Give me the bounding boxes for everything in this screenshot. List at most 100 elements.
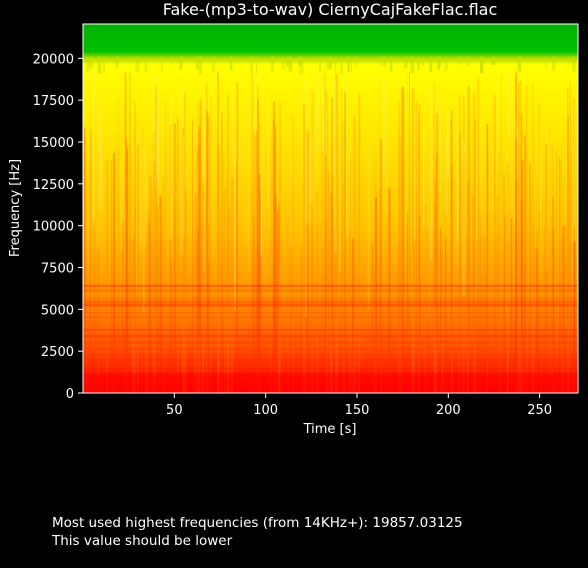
spectrogram-streak (552, 229, 555, 393)
spectrogram-streak (260, 136, 263, 256)
spectrogram-streak (278, 102, 282, 393)
spectrogram-streak (120, 154, 123, 251)
spectrogram-streak (83, 316, 578, 318)
spectrogram-streak (474, 120, 477, 393)
spectrogram-streak (83, 303, 578, 306)
spectrogram-streak (83, 342, 578, 345)
spectrogram-streak (450, 165, 453, 393)
spectrogram-streak (149, 176, 152, 393)
spectrogram-streak (101, 153, 103, 277)
spectrogram-streak (253, 116, 255, 217)
spectrogram-streak (523, 135, 526, 393)
spectrogram-streak (162, 95, 163, 183)
spectrogram-streak (207, 116, 210, 393)
spectrogram-streak (511, 100, 513, 162)
result-line-frequency: Most used highest frequencies (from 14KH… (52, 515, 463, 531)
spectrogram-streak (230, 177, 234, 393)
spectrogram-streak (136, 127, 137, 289)
spectrogram-streak (207, 162, 209, 393)
spectrogram-streak (287, 217, 289, 393)
spectrogram-streak (538, 104, 540, 393)
spectrogram-streak (99, 120, 102, 187)
spectrogram-streak (98, 147, 100, 208)
spectrogram-streak (484, 130, 486, 205)
spectrogram-streak (211, 56, 216, 73)
spectrogram-streak (186, 103, 188, 200)
spectrogram-streak (519, 80, 522, 393)
spectrogram-streak (83, 367, 578, 369)
spectrogram-streak (129, 72, 131, 393)
spectrogram-streak (508, 73, 511, 137)
spectrogram-streak (83, 285, 578, 287)
spectrogram-streak (397, 244, 399, 393)
result-line-advice: This value should be lower (52, 533, 233, 549)
spectrogram-streak (228, 91, 229, 393)
spectrogram-streak (414, 112, 416, 240)
spectrogram-streak (411, 88, 415, 393)
spectrogram-streak (436, 113, 439, 393)
spectrogram-streak (461, 162, 464, 393)
spectrogram-streak (466, 82, 468, 237)
spectrogram-streak (102, 140, 104, 206)
spectrogram-streak (223, 189, 227, 393)
spectrogram-streak (495, 81, 497, 235)
spectrogram-streak (493, 94, 496, 393)
spectrogram-streak (236, 82, 239, 393)
spectrogram-streak (457, 100, 460, 243)
x-tick-label: 200 (436, 403, 461, 418)
spectrogram-streak (219, 111, 221, 209)
spectrogram-streak (281, 56, 285, 69)
spectrogram-streak (348, 230, 351, 393)
spectrogram-streak (169, 123, 172, 393)
spectrogram-streak (383, 75, 385, 178)
spectrogram-streak (324, 71, 326, 393)
spectrogram-streak (548, 123, 550, 393)
spectrogram-streak (507, 75, 509, 242)
spectrogram-streak (194, 195, 197, 393)
spectrogram-streak (121, 221, 124, 393)
spectrogram-streak (450, 119, 452, 393)
spectrogram-streak (562, 225, 565, 393)
spectrogram-streak (487, 124, 489, 393)
spectrogram-streak (196, 230, 199, 393)
spectrogram-streak (238, 128, 240, 212)
spectrogram-streak (364, 70, 366, 155)
spectrogram-streak (203, 77, 206, 180)
spectrogram-streak (341, 88, 343, 393)
spectrogram-streak (329, 192, 333, 393)
spectrogram-streak (170, 239, 171, 393)
spectrogram-streak (84, 137, 87, 393)
spectrogram-streak (221, 112, 223, 393)
y-axis: 0 2500 5000 7500 10000 12500 15000 17500 20000 (33, 52, 83, 402)
spectrogram-streak (83, 304, 578, 308)
spectrogram-streak (329, 56, 332, 70)
spectrogram-streak (422, 126, 425, 230)
spectrogram-streak (476, 110, 478, 240)
spectrogram-streak (267, 103, 270, 206)
spectrogram-streak (515, 116, 518, 180)
spectrogram-streak (324, 155, 327, 393)
spectrogram-streak (124, 104, 125, 393)
spectrogram-streak (479, 56, 484, 74)
spectrogram-streak (344, 92, 346, 393)
y-tick-label: 20000 (33, 52, 74, 67)
spectrogram-streak (418, 215, 421, 393)
spectrogram-streak (290, 124, 292, 246)
spectrogram-streak (441, 248, 444, 393)
y-tick-label: 12500 (33, 178, 74, 193)
spectrogram-streak (544, 220, 545, 393)
spectrogram-streak (134, 206, 136, 393)
spectrogram-streak (151, 76, 153, 187)
spectrogram-streak (178, 73, 181, 212)
spectrogram-streak (268, 150, 270, 230)
spectrogram-streak (571, 148, 574, 292)
spectrogram-streak (522, 115, 525, 393)
spectrogram-streak (290, 56, 293, 69)
spectrogram-streak (270, 56, 274, 74)
spectrogram-streak (157, 118, 160, 183)
spectrogram-streak (518, 82, 520, 393)
spectrogram-streak (124, 72, 127, 393)
spectrogram-streak (520, 200, 523, 393)
spectrogram-streak (291, 116, 294, 393)
